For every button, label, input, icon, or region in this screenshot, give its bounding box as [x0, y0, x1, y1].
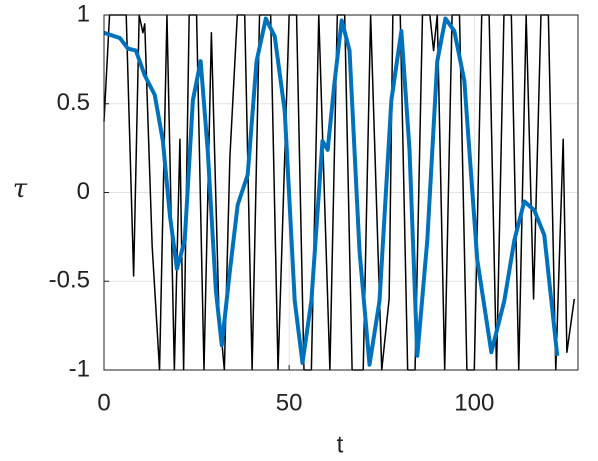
y-axis-label: τ [13, 174, 28, 204]
x-tick-label: 0 [97, 389, 110, 416]
x-tick-label: 100 [454, 389, 494, 416]
axes-box [103, 14, 579, 371]
y-tick-label: 0 [77, 178, 90, 205]
y-tick-label: 0.5 [57, 89, 90, 116]
x-axis-label: t [337, 431, 344, 458]
series-line [103, 16, 560, 367]
x-tick-label: 50 [276, 389, 303, 416]
y-tick-label: 1 [77, 0, 90, 27]
y-tick-label: -1 [69, 355, 90, 382]
y-tick-label: -0.5 [49, 267, 90, 294]
